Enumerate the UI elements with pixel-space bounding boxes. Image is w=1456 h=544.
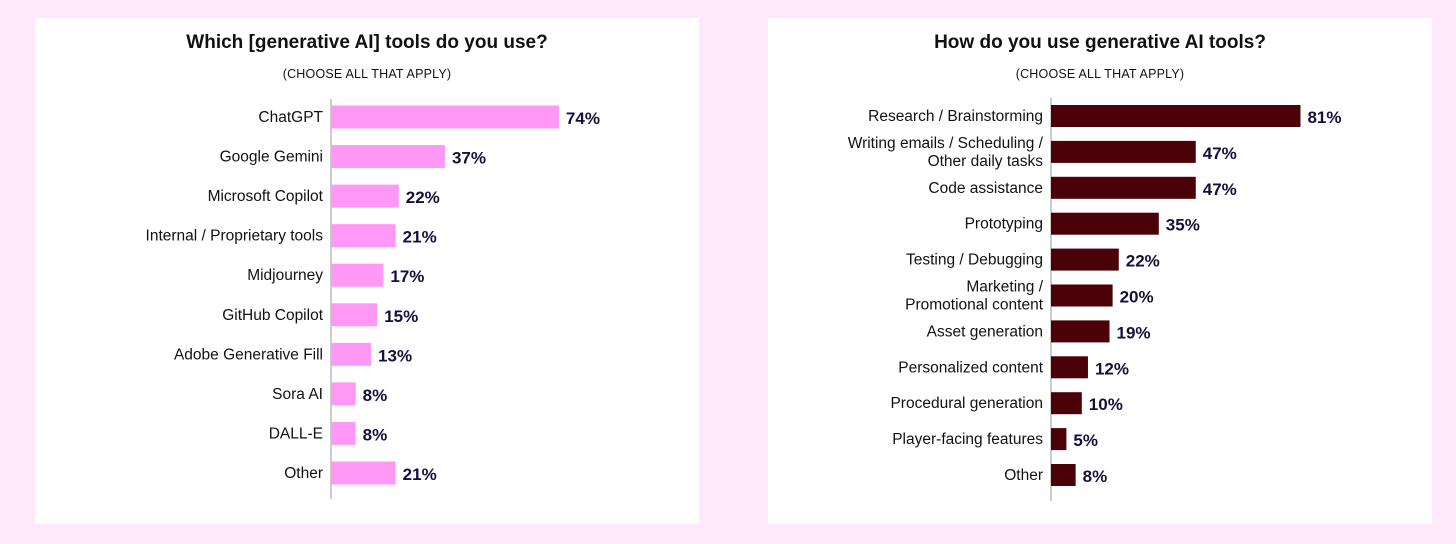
category-label: Other [284, 465, 323, 482]
bar [331, 461, 396, 485]
category-label: DALL-E [269, 425, 323, 442]
category-label: Research / Brainstorming [868, 108, 1043, 125]
data-label: 21% [403, 228, 437, 247]
category-label: Google Gemini [220, 149, 323, 166]
bar [1051, 212, 1159, 235]
category-label: Personalized content [898, 359, 1043, 376]
bar [331, 421, 356, 445]
category-label: Player-facing features [892, 431, 1043, 448]
data-label: 10% [1089, 395, 1123, 414]
data-label: 5% [1073, 431, 1098, 450]
data-label: 12% [1095, 359, 1129, 378]
data-label: 47% [1203, 144, 1237, 163]
chart-subtitle: (CHOOSE ALL THAT APPLY) [282, 67, 452, 81]
category-label: Other [1004, 467, 1043, 484]
data-label: 8% [363, 386, 388, 405]
chart-panel-tools: Which [generative AI] tools do you use? … [35, 18, 699, 524]
data-label: 35% [1166, 216, 1200, 235]
category-label: Sora AI [272, 386, 323, 403]
data-label: 47% [1203, 180, 1237, 199]
bar [1051, 176, 1196, 199]
bar [1051, 320, 1110, 343]
data-label: 74% [566, 109, 600, 128]
data-label: 8% [363, 425, 388, 444]
bar [1051, 248, 1119, 271]
bar [1051, 284, 1113, 307]
category-label: Midjourney [247, 267, 323, 284]
bar [1051, 428, 1067, 451]
category-label: Code assistance [928, 180, 1043, 197]
category-label: Testing / Debugging [906, 252, 1043, 269]
category-label: Prototyping [965, 216, 1043, 233]
bar [331, 145, 445, 169]
bar [331, 105, 559, 129]
bar [331, 184, 399, 208]
chart-title: Which [generative AI] tools do you use? [186, 32, 548, 53]
bar [331, 382, 356, 406]
category-label: ChatGPT [258, 109, 323, 126]
bar [331, 303, 378, 327]
data-label: 17% [390, 267, 424, 286]
data-label: 37% [452, 149, 486, 168]
category-label: Asset generation [927, 323, 1043, 340]
data-label: 22% [1126, 252, 1160, 271]
category-label: Procedural generation [890, 395, 1043, 412]
category-label: Internal / Proprietary tools [146, 228, 324, 245]
category-label: Microsoft Copilot [208, 188, 324, 205]
bar [331, 224, 396, 248]
bar [1051, 105, 1301, 127]
data-label: 8% [1083, 467, 1108, 486]
bar [1051, 464, 1076, 486]
data-label: 19% [1117, 323, 1151, 342]
data-label: 13% [378, 346, 412, 365]
bar [331, 263, 384, 287]
data-label: 21% [403, 465, 437, 484]
bar-chart-uses: 81% Research / Brainstorming 47% Writing em… [848, 98, 1342, 501]
bar [1051, 356, 1088, 379]
data-label: 22% [406, 188, 440, 207]
chart-title: How do you use generative AI tools? [934, 32, 1266, 53]
bar-chart-tools: 74% ChatGPT 37% Google Gemini 22% Microsoft C… [146, 99, 600, 499]
bar [331, 342, 372, 366]
category-label: GitHub Copilot [222, 307, 323, 324]
data-label: 15% [384, 307, 418, 326]
category-label: Marketing / Promotional content [905, 279, 1044, 314]
bar [1051, 392, 1082, 415]
chart-panel-uses: How do you use generative AI tools? (CHO… [768, 18, 1432, 524]
category-label: Adobe Generative Fill [174, 346, 323, 363]
bar [1051, 140, 1196, 163]
category-label: Writing emails / Scheduling / Other daily… [848, 135, 1044, 170]
chart-subtitle: (CHOOSE ALL THAT APPLY) [1015, 67, 1185, 81]
data-label: 20% [1120, 288, 1154, 307]
data-label: 81% [1307, 108, 1341, 127]
